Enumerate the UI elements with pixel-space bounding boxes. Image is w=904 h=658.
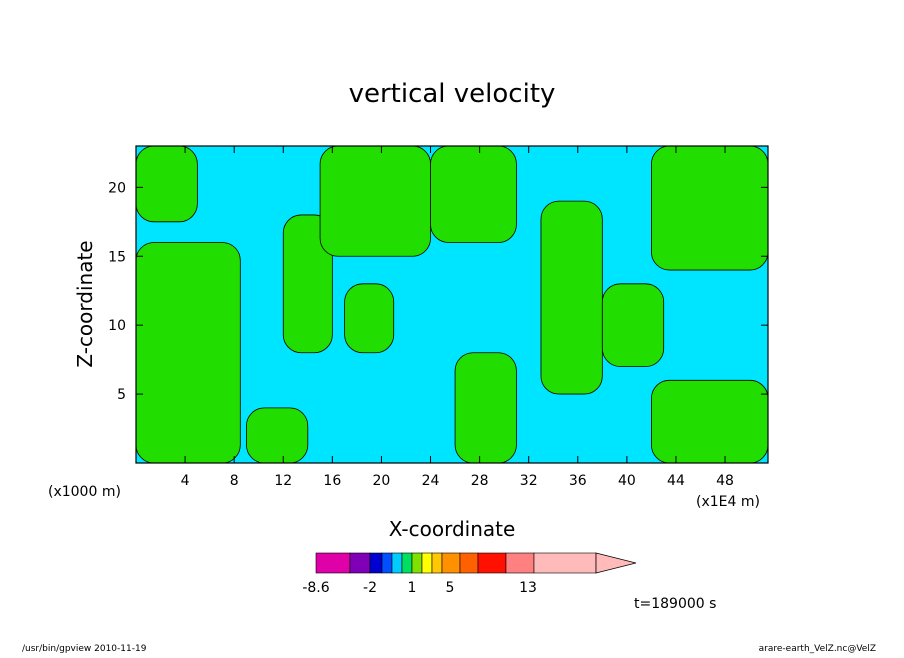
colorbar-swatch [431, 552, 443, 574]
colorbar-tick-label: 13 [519, 580, 537, 596]
contour-region [540, 200, 603, 395]
y-tick-label: 15 [108, 249, 126, 265]
contour-region [651, 146, 768, 271]
colorbar-swatch [349, 552, 371, 574]
colorbar [315, 552, 637, 574]
x-axis-title: X-coordinate [389, 517, 516, 541]
colorbar-extend-arrow [595, 552, 637, 574]
contour-region [319, 146, 431, 257]
contour-region [246, 407, 309, 463]
contour-region [282, 214, 333, 354]
x-tick-label: 20 [373, 473, 391, 489]
chart-title: vertical velocity [349, 79, 556, 109]
x-tick-label: 24 [422, 473, 440, 489]
colorbar-swatch [533, 552, 597, 574]
colorbar-swatch [421, 552, 433, 574]
contour-region [454, 352, 517, 463]
x-tick-label: 16 [323, 473, 341, 489]
positive-velocity-regions [136, 146, 768, 463]
contour-region [651, 379, 768, 463]
x-axis-ticks: 4 8 12 16 20 24 28 32 36 40 44 48 [181, 146, 734, 489]
y-axis-ticks: 5 10 15 20 [108, 180, 768, 403]
colorbar-swatch [381, 552, 393, 574]
footer-right: arare-earth_VelZ.nc@VelZ [759, 644, 876, 654]
time-label: t=189000 s [634, 596, 716, 612]
y-tick-label: 20 [108, 180, 126, 196]
colorbar-swatch [369, 552, 383, 574]
y-unit-label: (x1000 m) [48, 484, 121, 500]
colorbar-swatch [477, 552, 507, 574]
colorbar-swatch [411, 552, 423, 574]
x-tick-label: 8 [230, 473, 239, 489]
x-unit-label: (x1E4 m) [696, 494, 760, 510]
colorbar-swatch [459, 552, 479, 574]
x-tick-label: 44 [667, 473, 685, 489]
x-tick-label: 48 [716, 473, 734, 489]
y-tick-label: 5 [117, 387, 126, 403]
x-tick-label: 28 [471, 473, 489, 489]
colorbar-tick-label: 5 [446, 580, 455, 596]
contour-region [136, 242, 241, 463]
contour-region [601, 283, 665, 367]
x-tick-label: 12 [274, 473, 292, 489]
colorbar-swatch [315, 552, 351, 574]
colorbar-swatch [441, 552, 461, 574]
contour-region [430, 146, 517, 243]
y-axis-title: Z-coordinate [73, 240, 97, 367]
colorbar-tick-label: 1 [408, 580, 417, 596]
x-tick-label: 36 [569, 473, 587, 489]
contour-region [344, 283, 395, 354]
colorbar-swatch [505, 552, 535, 574]
x-tick-label: 32 [520, 473, 538, 489]
plot-frame [135, 145, 769, 464]
colorbar-swatch [401, 552, 413, 574]
colorbar-labels: -8.6 -2 1 5 13 [302, 580, 537, 596]
colorbar-tick-label: -2 [363, 580, 377, 596]
y-tick-label: 10 [108, 318, 126, 334]
x-tick-label: 40 [618, 473, 636, 489]
footer-left: /usr/bin/gpview 2010-11-19 [22, 644, 147, 654]
colorbar-swatch [391, 552, 403, 574]
colorbar-tick-label: -8.6 [302, 580, 329, 596]
x-tick-label: 4 [181, 473, 190, 489]
contour-region [136, 146, 198, 223]
